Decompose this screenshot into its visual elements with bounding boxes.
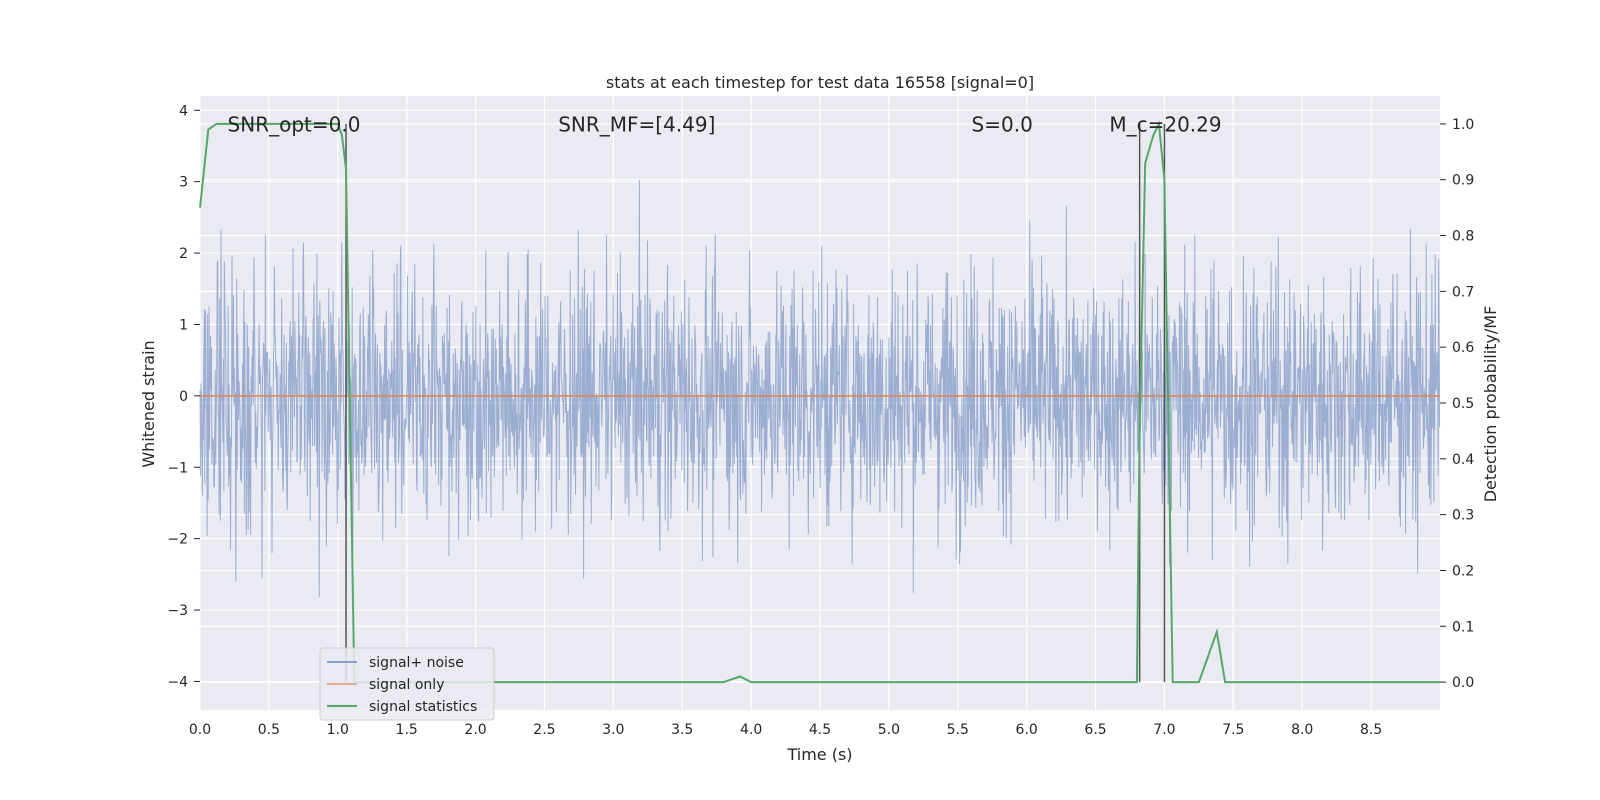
y-left-tick-label: −3: [167, 603, 188, 619]
y-right-tick-label: 0.6: [1452, 340, 1474, 356]
signal-noise-series: [199, 179, 1441, 597]
x-tick-label: 8.0: [1291, 722, 1313, 738]
signal-statistics-line: [199, 120, 1440, 684]
signal-noise-line: [199, 179, 1441, 597]
x-tick-label: 0.5: [258, 722, 280, 738]
chart-title: stats at each timestep for test data 165…: [606, 73, 1034, 92]
y-right-tick-label: 0.8: [1452, 229, 1474, 245]
legend-label-signal-only: signal only: [369, 677, 444, 693]
y-right-tick-label: 0.9: [1452, 173, 1474, 189]
y-left-tick-label: 2: [179, 246, 188, 262]
legend: signal+ noise signal only signal statist…: [319, 647, 495, 721]
legend-label-signal-statistics: signal statistics: [369, 699, 477, 715]
x-tick-label: 8.5: [1360, 722, 1382, 738]
annotation-text: S=0.0: [972, 113, 1033, 137]
x-tick-label: 4.5: [809, 722, 831, 738]
x-tick-label: 3.0: [602, 722, 624, 738]
legend-label-signal-noise: signal+ noise: [369, 655, 464, 671]
x-tick-label: 6.5: [1084, 722, 1106, 738]
x-tick-label: 6.0: [1016, 722, 1038, 738]
x-tick-label: 0.0: [189, 722, 211, 738]
y-right-axis-ticks: 0.0 0.1 0.2 0.3 0.4 0.5 0.6 0.7 0.8 0.9 1.0: [1440, 117, 1474, 691]
y-left-tick-label: 3: [179, 175, 188, 191]
y-left-tick-label: −4: [167, 674, 188, 690]
y-left-axis-ticks: −4 −3 −2 −1 0 1 2 3 4: [167, 103, 200, 690]
y-right-tick-label: 0.4: [1452, 452, 1474, 468]
y-right-tick-label: 0.0: [1452, 675, 1474, 691]
y-left-tick-label: 0: [179, 389, 188, 405]
x-tick-label: 7.5: [1222, 722, 1244, 738]
x-tick-label: 1.5: [396, 722, 418, 738]
annotation-text: M_c=20.29: [1109, 113, 1221, 137]
y-left-tick-label: −1: [167, 460, 188, 476]
y-right-tick-label: 0.7: [1452, 284, 1474, 300]
x-axis-label: Time (s): [786, 745, 852, 764]
x-tick-label: 5.5: [947, 722, 969, 738]
x-tick-label: 7.0: [1153, 722, 1175, 738]
x-tick-label: 2.0: [464, 722, 486, 738]
y-right-tick-label: 0.3: [1452, 508, 1474, 524]
y-right-tick-label: 0.1: [1452, 619, 1474, 635]
y-left-tick-label: −2: [167, 532, 188, 548]
y-right-tick-label: 0.2: [1452, 563, 1474, 579]
legend-box: [319, 647, 495, 721]
x-tick-label: 3.5: [671, 722, 693, 738]
y-right-tick-label: 1.0: [1452, 117, 1474, 133]
signal-statistics-series: [199, 120, 1440, 684]
x-tick-label: 2.5: [533, 722, 555, 738]
x-tick-label: 5.0: [878, 722, 900, 738]
annotation-text: SNR_opt=0.0: [228, 113, 361, 137]
y-left-axis-label: Whitened strain: [139, 340, 158, 467]
y-left-tick-label: 1: [179, 317, 188, 333]
annotation-text: SNR_MF=[4.49]: [558, 113, 715, 137]
y-right-axis-label: Detection probability/MF: [1481, 306, 1500, 503]
annotations: SNR_opt=0.0 SNR_MF=[4.49] S=0.0 M_c=20.29: [228, 113, 1222, 137]
y-right-tick-label: 0.5: [1452, 396, 1474, 412]
x-tick-label: 1.0: [327, 722, 349, 738]
x-axis-ticks: 0.0 0.5 1.0 1.5 2.0 2.5 3.0 3.5 4.0 4.5 5.0 5.5 6.0 6…: [189, 722, 1382, 738]
y-left-tick-label: 4: [179, 103, 188, 119]
x-tick-label: 4.0: [740, 722, 762, 738]
